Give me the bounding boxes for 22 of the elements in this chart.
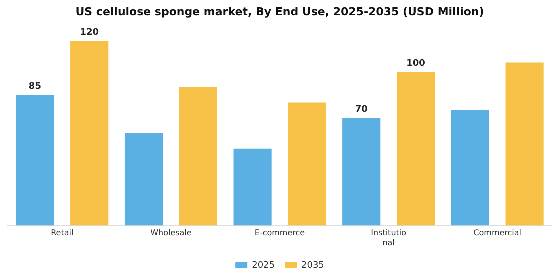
bar	[70, 41, 109, 226]
bar	[179, 87, 218, 226]
data-label: 85	[28, 82, 42, 92]
bar	[506, 62, 544, 226]
data-label: 70	[355, 104, 368, 115]
legend-label: 2035	[302, 260, 324, 271]
x-tick-label: E-commerce	[254, 228, 306, 238]
data-label: 100	[406, 58, 426, 69]
data-label: 120	[80, 28, 99, 38]
x-tick-label: Institutional	[371, 228, 407, 248]
bar	[396, 72, 436, 226]
x-tick-label: Wholesale	[150, 228, 192, 238]
x-tick-label: Commercial	[474, 228, 522, 238]
bar	[288, 102, 326, 226]
bar	[234, 148, 272, 226]
x-tick-label: Retail	[51, 228, 74, 238]
bar	[124, 134, 164, 226]
legend-label: 2025	[252, 260, 275, 271]
bar	[16, 95, 54, 226]
chart-title: US cellulose sponge market, By End Use, 2025-2035 (USD Million)	[76, 5, 484, 18]
bar	[451, 110, 490, 226]
bar	[342, 118, 381, 226]
